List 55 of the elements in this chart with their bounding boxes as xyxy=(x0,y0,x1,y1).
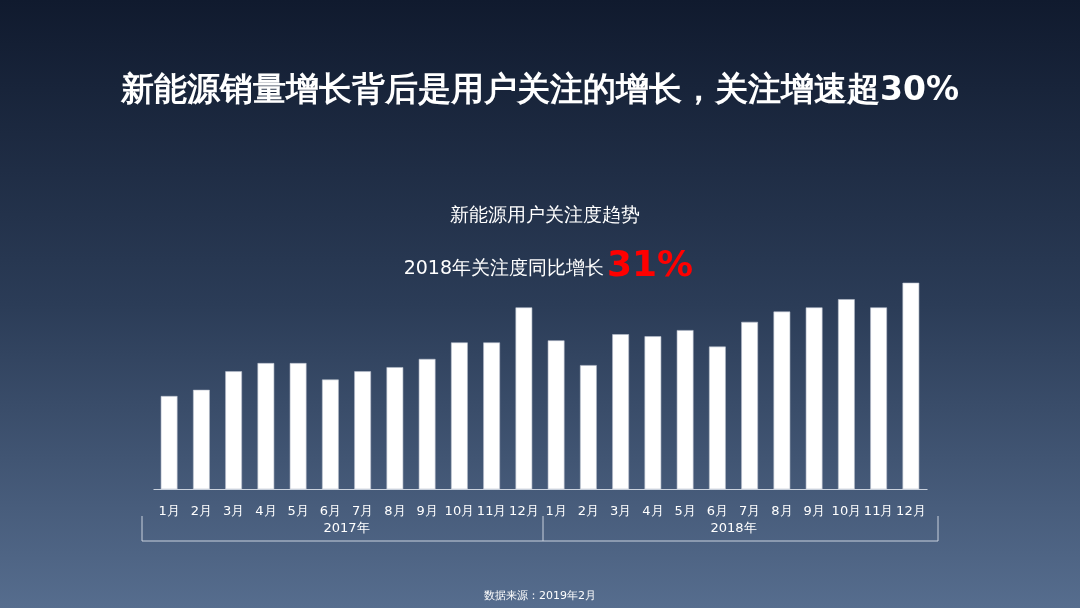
x-tick-label: 7月 xyxy=(738,502,761,518)
x-tick-label: 1月 xyxy=(545,502,567,518)
bar xyxy=(838,299,855,490)
bar xyxy=(160,396,178,490)
text: 2018年关注度同比增长 xyxy=(403,256,604,278)
bar xyxy=(193,389,210,490)
x-tick-label: 8月 xyxy=(771,502,793,518)
text: 2017年 xyxy=(323,520,370,535)
bar xyxy=(805,307,823,490)
x-tick-label: 4月 xyxy=(642,502,664,518)
x-tick-label: 1月 xyxy=(158,502,180,518)
x-tick-label: 5月 xyxy=(674,502,696,518)
bar xyxy=(322,379,339,490)
source-note: 数据来源：2019年2月 xyxy=(484,589,596,602)
x-tick-label: 10月 xyxy=(444,502,475,518)
chart-title: 新能源销量增长背后是用户关注的增长，关注增速超30% xyxy=(120,69,959,108)
bar xyxy=(709,346,726,490)
chart-subtitle: 新能源用户关注度趋势 xyxy=(450,203,640,225)
bar xyxy=(580,365,597,490)
x-tick-label: 2月 xyxy=(577,502,600,518)
bar xyxy=(676,330,694,490)
bar xyxy=(483,342,500,490)
bar xyxy=(354,371,371,490)
x-tick-label: 6月 xyxy=(319,502,342,518)
text: 2018年 xyxy=(710,520,757,535)
x-tick-label: 9月 xyxy=(416,502,438,518)
bar xyxy=(773,311,791,490)
x-tick-label: 3月 xyxy=(222,502,245,518)
x-tick-label: 11月 xyxy=(476,502,507,518)
x-tick-label: 12月 xyxy=(509,502,539,518)
bar xyxy=(741,321,758,490)
bar xyxy=(386,367,404,490)
x-tick-label: 10月 xyxy=(831,502,862,518)
annotation: 31% xyxy=(607,243,694,284)
x-tick-label: 4月 xyxy=(255,502,277,518)
bar xyxy=(289,363,307,490)
x-tick-label: 3月 xyxy=(609,502,632,518)
bar xyxy=(547,340,565,490)
bar xyxy=(870,307,887,490)
x-tick-label: 9月 xyxy=(803,502,825,518)
x-tick-label: 11月 xyxy=(863,502,894,518)
x-tick-label: 5月 xyxy=(287,502,309,518)
bar xyxy=(902,282,920,490)
x-tick-label: 12月 xyxy=(896,502,926,518)
bar xyxy=(644,336,662,490)
x-tick-label: 7月 xyxy=(351,502,374,518)
bar xyxy=(225,371,242,490)
bar xyxy=(418,358,436,490)
bar xyxy=(257,363,275,490)
bar xyxy=(515,307,533,490)
x-tick-label: 2月 xyxy=(190,502,213,518)
bar xyxy=(451,342,468,490)
x-tick-label: 8月 xyxy=(384,502,406,518)
bar xyxy=(612,334,629,490)
x-tick-label: 6月 xyxy=(706,502,729,518)
